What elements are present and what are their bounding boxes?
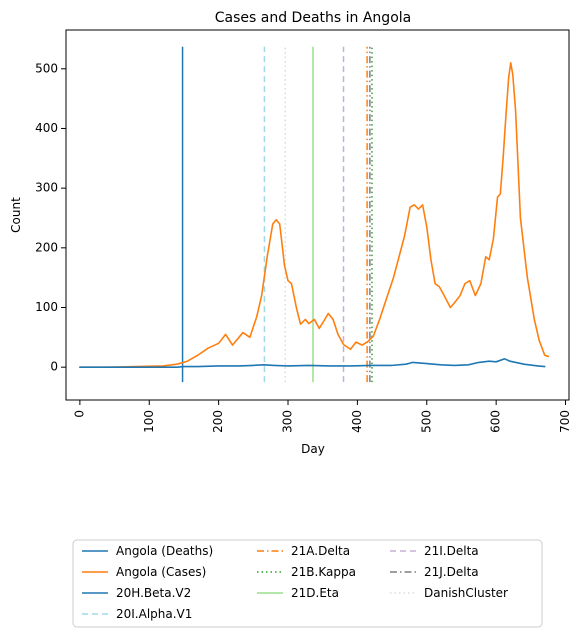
y-tick-label: 500 bbox=[35, 61, 58, 75]
y-tick-label: 0 bbox=[50, 360, 58, 374]
series-layer bbox=[79, 62, 549, 368]
x-axis-label: Day bbox=[301, 442, 325, 456]
y-tick-label: 300 bbox=[35, 181, 58, 195]
y-tick-label: 400 bbox=[35, 121, 58, 135]
legend-label-21b-kappa: 21B.Kappa bbox=[291, 565, 356, 579]
x-tick-label: 400 bbox=[350, 410, 364, 433]
vertical-lines-layer bbox=[181, 46, 373, 383]
y-ticks-layer: 0 100 200 300 400 500 bbox=[35, 61, 66, 374]
legend-label-angola-deaths: Angola (Deaths) bbox=[116, 544, 213, 558]
plot-frame bbox=[65, 29, 570, 401]
plot-area: 0 100 200 300 400 500 600 700 0 100 200 300 400 500 bbox=[35, 29, 572, 433]
series-line-angola-cases bbox=[79, 62, 549, 368]
legend-label-21i-delta: 21I.Delta bbox=[424, 544, 479, 558]
legend-label-danishcluster: DanishCluster bbox=[424, 586, 508, 600]
x-ticks-layer: 0 100 200 300 400 500 600 700 bbox=[72, 400, 572, 433]
x-tick-label: 200 bbox=[211, 410, 225, 433]
legend-box bbox=[72, 539, 543, 628]
x-tick-label: 700 bbox=[558, 410, 572, 433]
y-tick-label: 100 bbox=[35, 300, 58, 314]
x-tick-label: 600 bbox=[489, 410, 503, 433]
x-tick-label: 300 bbox=[281, 410, 295, 433]
legend-label-20i-alpha-v1: 20I.Alpha.V1 bbox=[116, 607, 192, 621]
legend-label-20h-beta-v2: 20H.Beta.V2 bbox=[116, 586, 191, 600]
legend: Angola (Deaths) Angola (Cases) 20H.Beta.V2… bbox=[72, 539, 543, 628]
x-tick-label: 500 bbox=[419, 410, 433, 433]
legend-label-21d-eta: 21D.Eta bbox=[291, 586, 339, 600]
series-line-angola-deaths bbox=[79, 358, 546, 368]
y-axis-label: Count bbox=[9, 197, 23, 233]
y-tick-label: 200 bbox=[35, 240, 58, 254]
chart-title: Cases and Deaths in Angola bbox=[215, 10, 411, 26]
x-tick-label: 0 bbox=[72, 410, 86, 418]
x-tick-label: 100 bbox=[142, 410, 156, 433]
legend-items: Angola (Deaths) Angola (Cases) 20H.Beta.V2… bbox=[82, 544, 508, 621]
legend-label-angola-cases: Angola (Cases) bbox=[116, 565, 206, 579]
legend-label-21j-delta: 21J.Delta bbox=[424, 565, 479, 579]
legend-label-21a-delta: 21A.Delta bbox=[291, 544, 350, 558]
